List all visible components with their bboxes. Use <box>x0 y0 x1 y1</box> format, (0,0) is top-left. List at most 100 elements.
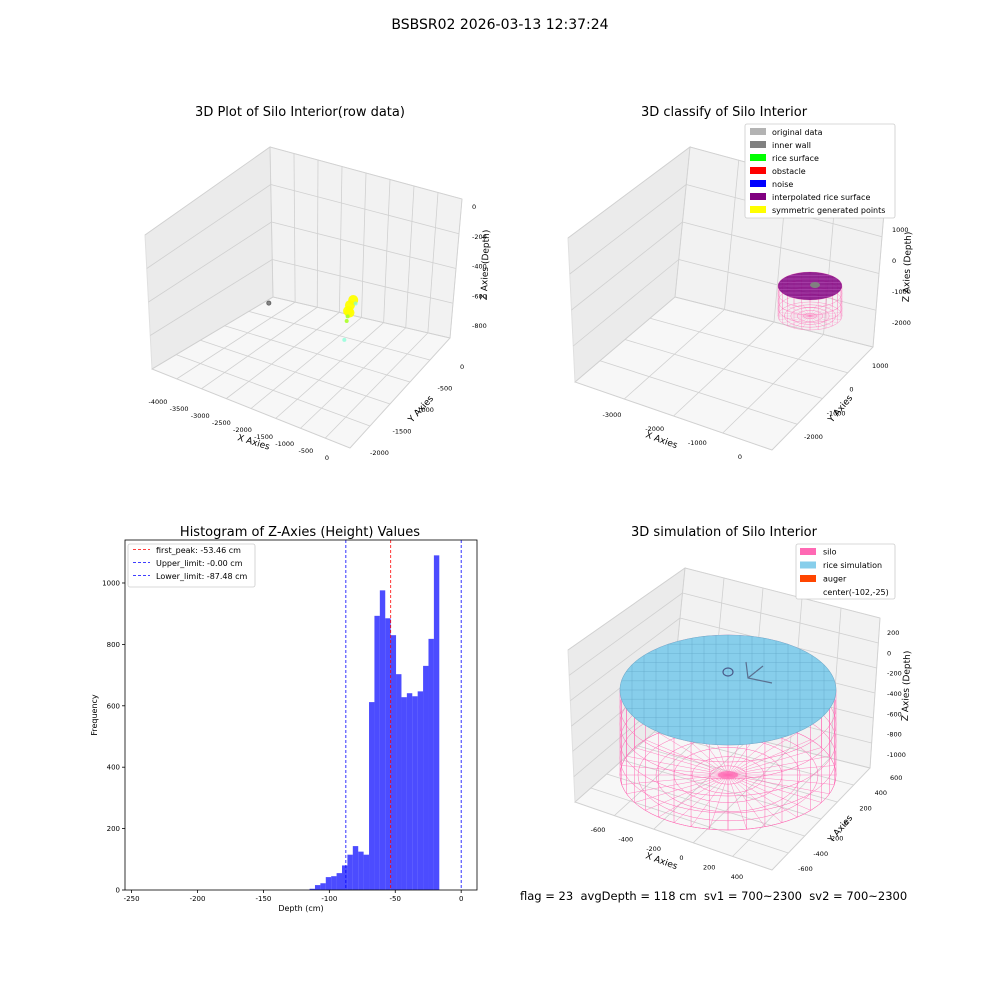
z-tick-label: 0 <box>472 203 476 211</box>
silo-floor-spoke <box>809 303 827 317</box>
silo-floor-spoke <box>727 774 822 803</box>
raw-plot-y-ticks: 0 -500 -1000 -1500 -2000 <box>370 363 464 457</box>
y-tick-label: -2000 <box>370 449 389 457</box>
y-tick-label: 600 <box>107 702 120 710</box>
silo-wall-ring <box>619 685 837 797</box>
y-tick-label: 200 <box>859 804 871 812</box>
silo-floor-spoke <box>673 774 729 823</box>
legend-frame <box>744 123 896 219</box>
legend-swatch <box>750 167 766 174</box>
y-tick-label: 1000 <box>872 362 889 370</box>
silo-floor-spoke <box>645 739 729 776</box>
x-tick-label: -1000 <box>688 439 707 447</box>
silo-floor-spoke <box>727 747 822 776</box>
legend-label: interpolated rice surface <box>772 193 870 202</box>
legend-label: rice surface <box>772 154 819 163</box>
silo-floor-spoke <box>626 774 729 795</box>
raw-data-point <box>344 300 355 311</box>
histogram-bar <box>423 665 429 890</box>
silo-floor-ring <box>803 313 817 320</box>
figure-title: BSBSR02 2026-03-13 12:37:24 <box>391 17 609 33</box>
legend-label: noise <box>772 180 793 189</box>
raw-data-point <box>348 294 359 305</box>
histogram-bar <box>363 854 370 890</box>
histogram-bar <box>385 618 391 890</box>
silo-floor-spoke <box>658 774 729 818</box>
histogram-bar <box>396 674 402 890</box>
silo-floor-spoke <box>809 315 833 327</box>
y-tick-label: 600 <box>890 774 902 782</box>
silo-floor-spoke <box>787 315 811 327</box>
y-tick-label: 0 <box>460 363 464 371</box>
silo-floor-spoke <box>793 315 811 329</box>
z-tick-label: -600 <box>887 710 902 718</box>
silo-floor-spoke <box>727 774 811 811</box>
silo-floor-spoke <box>782 308 811 317</box>
histogram-reference-lines <box>345 540 462 890</box>
raw-plot-panes <box>144 146 463 449</box>
legend-label: Lower_limit: -87.48 cm <box>156 572 248 581</box>
simulation-plot-legend: silo rice simulation auger center(-102,-25) <box>795 543 896 600</box>
x-tick-label: -200 <box>190 895 206 903</box>
z-tick-label: 1000 <box>892 226 909 234</box>
raw-plot-points <box>266 294 359 342</box>
silo-floor-spoke <box>727 774 798 818</box>
silo-floor-spoke <box>621 765 729 776</box>
simulation-silo-wireframe <box>619 634 837 831</box>
silo-floor-spoke <box>626 755 729 776</box>
histogram-bar <box>358 851 364 890</box>
histogram-bar <box>374 615 380 890</box>
y-tick-label: -400 <box>813 850 828 858</box>
legend-label: center(-102,-25) <box>823 588 889 597</box>
silo-floor-ring <box>673 747 783 803</box>
silo-floor-spoke <box>727 765 835 776</box>
silo-floor-spoke <box>787 305 811 317</box>
y-tick-label: -1500 <box>393 428 412 436</box>
silo-floor-spoke <box>809 315 841 320</box>
legend-label: Upper_limit: -0.00 cm <box>156 559 243 568</box>
silo-ring <box>777 301 843 331</box>
silo-floor-spoke <box>801 302 811 317</box>
z-tick-label: -1000 <box>887 751 906 759</box>
silo-floor-ring <box>691 756 765 794</box>
y-tick-label: 800 <box>107 641 120 649</box>
legend-swatch <box>750 141 766 148</box>
raw-data-point <box>266 300 272 306</box>
simulation-plot-x-axis-label: X Axies <box>644 851 679 872</box>
silo-floor-spoke <box>727 755 830 776</box>
x-tick-label: 0 <box>325 454 329 462</box>
y-tick-label: 400 <box>875 789 887 797</box>
silo-wall-ring <box>619 668 837 780</box>
histogram-bar <box>401 697 407 890</box>
silo-ring <box>777 286 843 316</box>
raw-data-point <box>344 319 349 324</box>
silo-floor-spoke <box>634 774 729 803</box>
simulation-plot-panes <box>567 566 881 871</box>
y-tick-label: -200 <box>829 835 844 843</box>
silo-floor-spoke <box>727 774 830 795</box>
x-tick-label: 0 <box>459 895 463 903</box>
classify-plot-grid <box>567 146 886 451</box>
histogram-title: Histogram of Z-Axies (Height) Values <box>180 525 420 540</box>
y-tick-label: 0 <box>116 887 120 895</box>
y-tick-label: -1000 <box>415 406 434 414</box>
silo-floor-spoke <box>727 774 766 827</box>
silo-floor-spoke <box>709 774 729 830</box>
z-tick-label: 0 <box>892 257 896 265</box>
x-tick-label: 400 <box>731 873 743 881</box>
silo-floor-spoke <box>809 315 827 329</box>
silo-floor-spoke <box>801 315 811 330</box>
histogram-bar <box>314 885 321 890</box>
histogram-bar <box>336 873 343 890</box>
silo-ring <box>777 294 843 323</box>
silo-floor-spoke <box>690 723 729 776</box>
histogram-bar <box>379 590 386 890</box>
raw-data-point <box>345 314 350 319</box>
x-tick-label: 0 <box>679 854 683 862</box>
raw-plot-z-axis-label: Z Axies (Depth) <box>480 230 492 301</box>
silo-floor-spoke <box>690 774 729 827</box>
inner-wall-points <box>810 282 820 288</box>
simulation-plot-z-axis-label: Z Axies (Depth) <box>901 651 913 722</box>
legend-label: silo <box>823 548 837 557</box>
raw-plot-z-ticks: 0 -200 -400 -600 -800 <box>472 203 487 330</box>
